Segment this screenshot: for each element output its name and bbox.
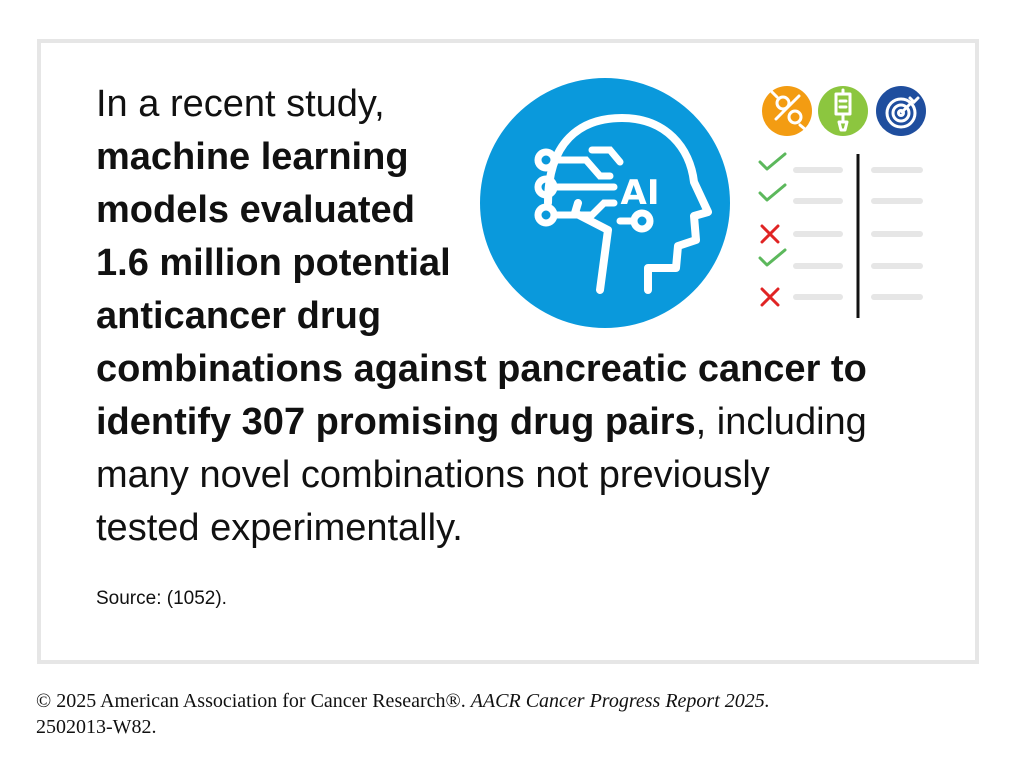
cross-icon [760,224,780,244]
statement-line-2: machine learning [96,136,409,178]
source-note: Source: (1052). [96,588,227,609]
iv-drip-icon [818,86,868,136]
statement-line-6: combinations against pancreatic cancer t… [96,348,867,390]
study-statement: In a recent study, machine learning mode… [96,78,936,555]
statement-line-3: models evaluated [96,189,415,231]
statement-line-9: tested experimentally. [96,507,463,549]
ai-head-icon: AI [480,78,730,328]
copyright-footer: © 2025 American Association for Cancer R… [36,688,996,740]
statement-line-5: anticancer drug [96,295,382,337]
check-icon [758,248,787,267]
statement-line-4: 1.6 million potential [96,242,451,284]
statement-line-7: identify 307 promising drug pairs, inclu… [96,396,936,449]
report-code: 2502013-W82. [36,716,157,738]
report-title: AACR Cancer Progress Report 2025. [470,690,770,712]
target-icon [876,86,926,136]
ai-badge-text: AI [621,173,660,213]
cut-vessel-icon [762,86,812,136]
checklist [758,152,923,318]
check-icon [758,152,787,171]
statement-line-7-bold: identify 307 promising drug pairs [96,401,696,443]
statement-line-7-rest: , including [695,401,867,443]
copyright-text: © 2025 American Association for Cancer R… [36,690,466,712]
statement-line-1: In a recent study, [96,83,385,125]
statement-line-8: many novel combinations not previously [96,454,770,496]
cross-icon [760,287,780,307]
check-icon [758,183,787,202]
